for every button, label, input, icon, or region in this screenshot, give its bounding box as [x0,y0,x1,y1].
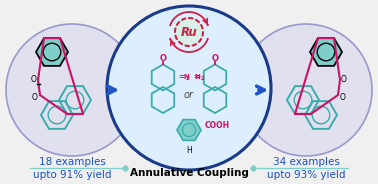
Circle shape [107,6,271,170]
Text: Annulative Coupling: Annulative Coupling [130,168,248,178]
Text: O: O [32,93,38,102]
Text: O: O [340,93,346,102]
Text: O: O [31,75,37,84]
Text: 2: 2 [201,76,205,81]
Circle shape [6,24,138,156]
Circle shape [175,18,203,46]
Circle shape [240,24,372,156]
Text: O: O [212,54,218,63]
Text: O: O [341,75,347,84]
Polygon shape [177,120,201,140]
Polygon shape [310,38,342,66]
Text: N: N [194,75,200,80]
Text: or: or [184,90,194,100]
Text: 34 examples: 34 examples [273,157,339,167]
Text: =N: =N [178,75,190,80]
Text: H: H [186,146,192,155]
Text: upto 91% yield: upto 91% yield [33,170,111,180]
Text: COOH: COOH [205,121,230,130]
Text: 2: 2 [186,76,190,81]
Text: Ru: Ru [181,26,197,38]
Text: upto 93% yield: upto 93% yield [267,170,345,180]
Text: 18 examples: 18 examples [39,157,105,167]
Text: =: = [193,75,199,80]
Text: O: O [160,54,166,63]
Polygon shape [36,38,68,66]
